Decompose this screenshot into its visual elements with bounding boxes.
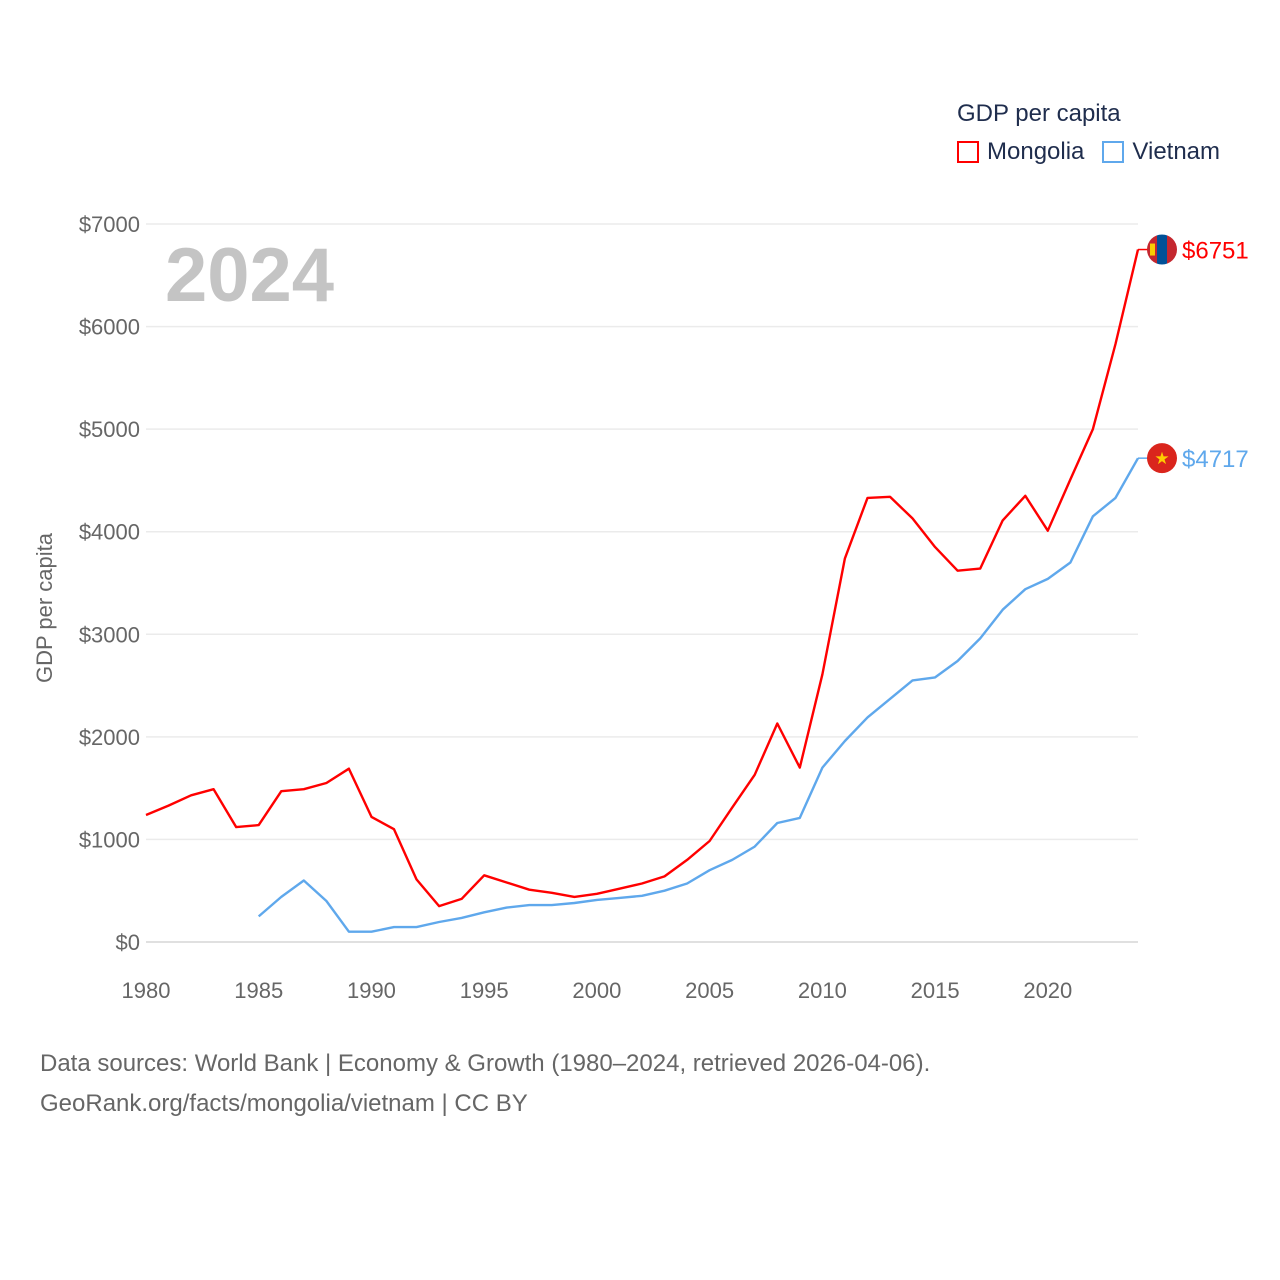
legend: GDP per capita Mongolia Vietnam — [957, 100, 1238, 166]
star-icon: ★ — [1154, 449, 1169, 468]
series-line-mongolia — [145, 249, 1140, 908]
y-tick-label: $6000 — [79, 315, 140, 340]
legend-label-vietnam: Vietnam — [1132, 138, 1221, 165]
y-tick-label: $5000 — [79, 417, 140, 442]
x-tick-label: 1985 — [234, 978, 283, 1003]
series-line-vietnam — [257, 457, 1140, 933]
mongolia-flag-icon — [1147, 234, 1177, 265]
legend-item-mongolia[interactable]: Mongolia — [957, 138, 1084, 166]
end-value-label-vietnam: $4717 — [1182, 446, 1249, 473]
x-tick-label: 1990 — [347, 978, 396, 1003]
legend-swatch-vietnam — [1102, 141, 1125, 163]
y-tick-label: $1000 — [79, 827, 140, 852]
x-tick-label: 2000 — [572, 978, 621, 1003]
x-tick-label: 1980 — [122, 978, 171, 1003]
x-tick-label: 2020 — [1023, 978, 1072, 1003]
x-tick-label: 2005 — [685, 978, 734, 1003]
legend-item-vietnam[interactable]: Vietnam — [1102, 138, 1220, 166]
y-tick-label: $0 — [116, 930, 140, 955]
footer: Data sources: World Bank | Economy & Gro… — [40, 1044, 930, 1124]
y-tick-label: $3000 — [79, 622, 140, 647]
year-watermark: 2024 — [165, 233, 334, 318]
y-tick-label: $7000 — [79, 212, 140, 237]
x-tick-label: 2015 — [911, 978, 960, 1003]
legend-swatch-mongolia — [957, 141, 979, 163]
x-tick-label: 2010 — [798, 978, 847, 1003]
footer-link[interactable]: GeoRank.org/facts/mongolia/vietnam | CC … — [40, 1090, 528, 1117]
legend-label-mongolia: Mongolia — [987, 138, 1085, 165]
footer-sources: Data sources: World Bank | Economy & Gro… — [40, 1050, 931, 1077]
y-tick-label: $4000 — [79, 520, 140, 545]
vietnam-flag-icon — [1147, 443, 1177, 474]
y-tick-label: $2000 — [79, 725, 140, 750]
legend-title: GDP per capita — [957, 100, 1121, 127]
y-axis-label: GDP per capita — [32, 532, 57, 683]
end-value-label-mongolia: $6751 — [1182, 238, 1249, 265]
x-tick-label: 1995 — [460, 978, 509, 1003]
